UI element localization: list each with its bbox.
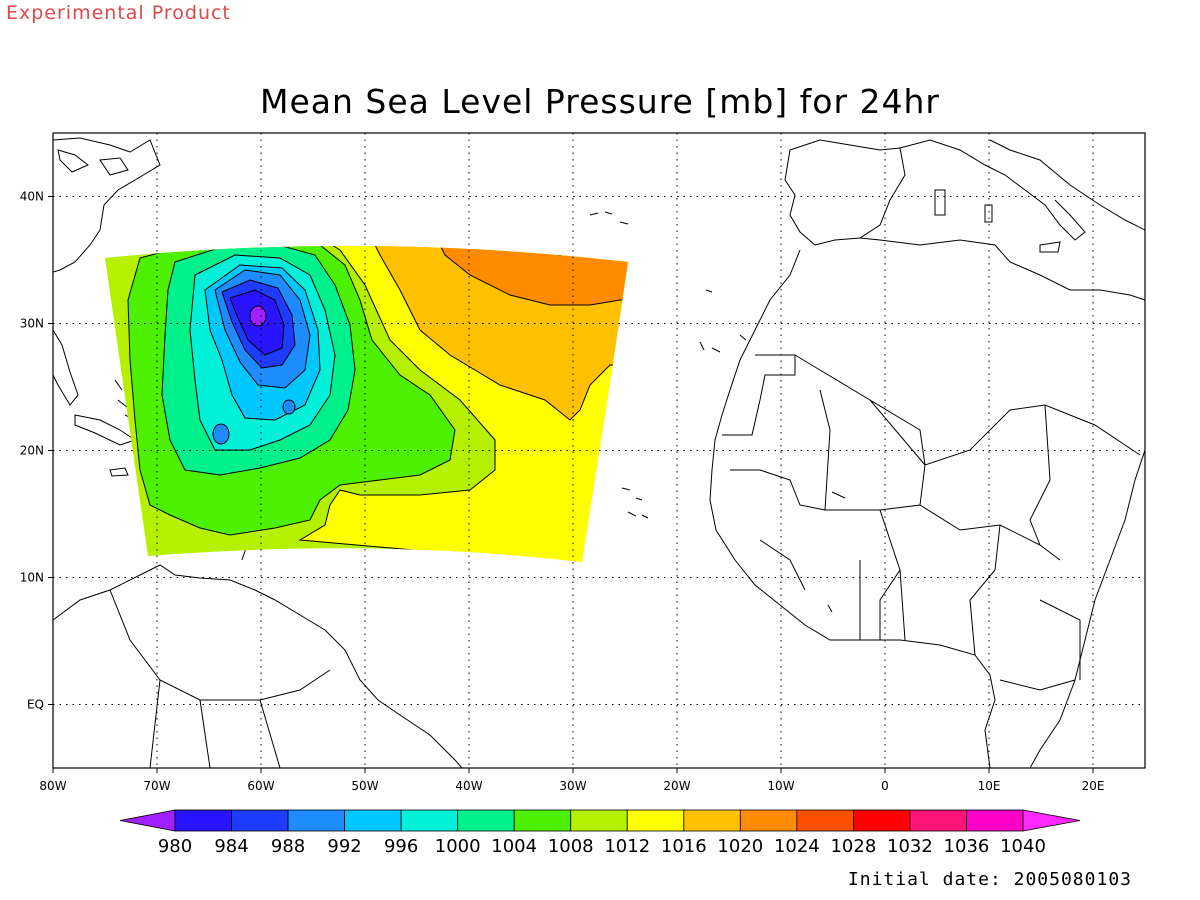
lon-tick-label: 70W — [143, 779, 170, 793]
colorbar-level-label: 1028 — [830, 836, 876, 857]
colorbar-level-label: 1004 — [491, 836, 537, 857]
colorbar-level-label: 1012 — [604, 836, 650, 857]
lon-tick-label: 40W — [455, 779, 482, 793]
lon-tick-label: 80W — [39, 779, 66, 793]
colorbar-swatch — [739, 809, 798, 832]
lon-tick-label: 60W — [247, 779, 274, 793]
lat-tick-label: EQ — [27, 698, 44, 712]
map-grid — [53, 133, 1145, 768]
experimental-product-banner: Experimental Product — [6, 2, 231, 24]
colorbar-level-label: 1036 — [944, 836, 990, 857]
colorbar-level-label: 980 — [158, 836, 192, 857]
coastline-florida — [53, 329, 79, 406]
coastlines — [53, 137, 1145, 768]
secondary-low-2 — [282, 399, 296, 415]
lat-tick-label: 40N — [20, 190, 44, 204]
colorbar-level-label: 988 — [271, 836, 305, 857]
coastline-cuba — [74, 414, 137, 446]
colorbar-swatch — [626, 809, 685, 832]
band-1020 — [429, 245, 628, 306]
colorbar-level-label: 1024 — [774, 836, 820, 857]
islands-atlantic — [589, 211, 846, 613]
lon-tick-label: 10E — [978, 779, 1001, 793]
coastline-islands-med — [934, 189, 1061, 253]
coastline-canada-islands — [57, 149, 129, 176]
lon-tick-label: 0 — [881, 779, 889, 793]
colorbar-swatch — [513, 809, 572, 832]
coastline-africa — [709, 237, 1145, 768]
lon-tick-label: 20E — [1082, 779, 1105, 793]
colorbar-swatch — [796, 809, 854, 832]
initial-date-label: Initial date: 2005080103 — [847, 869, 1132, 890]
colorbar-level-label: 984 — [214, 836, 248, 857]
coastline-iberia — [784, 139, 906, 246]
border-south-america — [109, 589, 331, 768]
lon-tick-label: 50W — [351, 779, 378, 793]
lon-tick-label: 20W — [663, 779, 690, 793]
colorbar-swatch — [457, 809, 515, 832]
low-center-core — [249, 305, 267, 327]
colorbar-swatch — [231, 809, 289, 832]
colorbar-level-label: 992 — [327, 836, 361, 857]
borders-africa — [722, 354, 1141, 691]
lat-tick-label: 10N — [20, 571, 44, 585]
colorbar-swatch — [400, 809, 459, 832]
lon-tick-label: 10W — [767, 779, 794, 793]
secondary-low — [212, 423, 230, 445]
lon-tick-label: 30W — [559, 779, 586, 793]
map-title: Mean Sea Level Pressure [mb] for 24hr — [259, 82, 941, 121]
coastline-north-america — [53, 137, 161, 273]
coastline-jamaica — [109, 467, 129, 477]
colorbar-level-label: 996 — [384, 836, 418, 857]
pressure-field — [105, 245, 628, 562]
colorbar-swatch — [174, 809, 232, 832]
coastline-africa-east — [1029, 449, 1145, 768]
colorbar-level-label: 1032 — [887, 836, 933, 857]
axis-ticks: 80W 70W 60W 50W 40W 30W 20W 10W 0 10E 20E 40N 30N 20N… — [20, 190, 1105, 794]
lat-tick-label: 20N — [20, 444, 44, 458]
lat-tick-label: 30N — [20, 317, 44, 331]
colorbar-swatch — [344, 809, 402, 832]
colorbar-level-label: 1008 — [548, 836, 594, 857]
colorbar-swatch — [287, 809, 346, 832]
colorbar-swatch — [853, 809, 911, 832]
colorbar-level-label: 1020 — [717, 836, 763, 857]
colorbar-swatch — [966, 809, 1024, 832]
plot-area: 80W 70W 60W 50W 40W 30W 20W 10W 0 10E 20E 40N 30N 20N… — [20, 132, 1146, 794]
coastline-south-america — [53, 564, 463, 768]
colorbar-swatch — [570, 809, 628, 832]
colorbar-swatch — [683, 809, 741, 832]
colorbar-level-label: 1016 — [661, 836, 707, 857]
colorbar-level-label: 1000 — [435, 836, 481, 857]
colorbar-swatch — [909, 809, 967, 832]
colorbar-level-label: 1040 — [1000, 836, 1046, 857]
coastline-france-italy — [899, 139, 1145, 241]
colorbar-arrow-low — [119, 809, 176, 832]
colorbar-arrow-high — [1022, 809, 1081, 832]
colorbar: 980 984 988 992 996 1000 1004 1008 1012 1016 1020 1… — [119, 809, 1081, 857]
